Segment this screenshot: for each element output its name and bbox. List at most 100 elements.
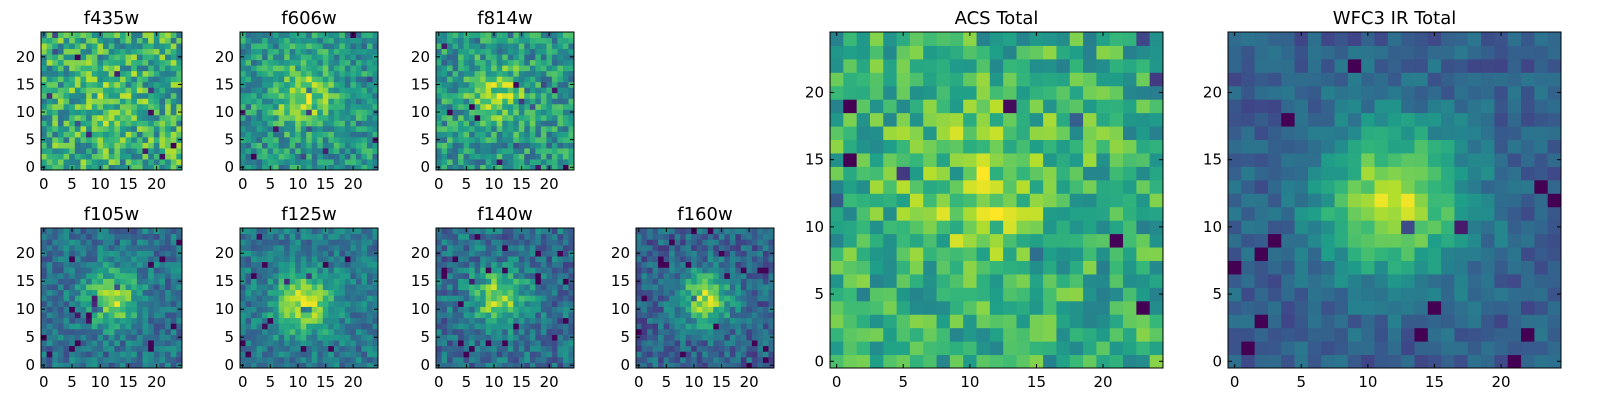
heatmap-cell — [306, 59, 313, 66]
heatmap-cell — [366, 228, 373, 235]
heatmap-cell — [713, 362, 720, 369]
heatmap-cell — [148, 278, 155, 285]
heatmap-cell — [131, 261, 138, 268]
heatmap-cell — [273, 164, 280, 171]
heatmap-cell — [159, 43, 166, 50]
heatmap-cell — [339, 356, 346, 363]
heatmap-cell — [757, 345, 764, 352]
heatmap-cell — [485, 114, 492, 121]
heatmap-cell — [524, 256, 531, 263]
heatmap-cell — [41, 59, 48, 66]
heatmap-cell — [311, 295, 318, 302]
heatmap-cell — [746, 317, 753, 324]
heatmap-cell — [361, 362, 368, 369]
heatmap-cell — [485, 289, 492, 296]
heatmap-cell — [469, 70, 476, 77]
heatmap-cell — [245, 328, 252, 335]
heatmap-cell — [159, 362, 166, 369]
heatmap-cell — [108, 244, 115, 251]
y-tick-label: 5 — [620, 328, 630, 346]
heatmap-cell — [245, 142, 252, 149]
heatmap-cell — [452, 306, 459, 313]
heatmap-cell — [551, 256, 558, 263]
heatmap-cell — [153, 323, 160, 330]
heatmap-cell — [361, 142, 368, 149]
heatmap-cell — [317, 164, 324, 171]
heatmap-cell — [480, 142, 487, 149]
heatmap-cell — [142, 114, 149, 121]
heatmap-cell — [441, 164, 448, 171]
heatmap-cell — [165, 306, 172, 313]
heatmap-cell — [170, 228, 177, 235]
heatmap-cell — [256, 340, 263, 347]
heatmap-cell — [300, 87, 307, 94]
heatmap-cell — [691, 278, 698, 285]
heatmap-cell — [469, 267, 476, 274]
heatmap-cell — [273, 153, 280, 160]
heatmap-cell — [540, 142, 547, 149]
heatmap-cell — [685, 272, 692, 279]
heatmap-cell — [251, 323, 258, 330]
heatmap-cell — [529, 54, 536, 61]
heatmap-cell — [976, 260, 991, 275]
heatmap-cell — [108, 295, 115, 302]
heatmap-cell — [896, 193, 911, 208]
heatmap-cell — [452, 300, 459, 307]
heatmap-cell — [41, 328, 48, 335]
heatmap-cell — [447, 114, 454, 121]
heatmap-cell — [496, 109, 503, 116]
heatmap-cell — [91, 153, 98, 160]
heatmap-cell — [333, 147, 340, 154]
heatmap-cell — [165, 164, 172, 171]
heatmap-cell — [350, 295, 357, 302]
heatmap-cell — [278, 114, 285, 121]
heatmap-cell — [1003, 193, 1017, 208]
heatmap-cell — [52, 54, 59, 61]
heatmap-cell — [176, 70, 183, 77]
heatmap-cell — [306, 103, 313, 110]
heatmap-cell — [267, 317, 274, 324]
heatmap-cell — [57, 317, 65, 324]
heatmap-cell — [165, 289, 172, 296]
heatmap-cell — [176, 87, 183, 94]
x-tick-label: 10 — [484, 373, 503, 391]
heatmap-cell — [46, 87, 53, 94]
heatmap-cell — [103, 54, 110, 61]
heatmap-cell — [41, 284, 48, 291]
heatmap-cell — [641, 323, 648, 330]
heatmap-cell — [125, 284, 132, 291]
heatmap-cell — [46, 323, 53, 330]
heatmap-cell — [647, 250, 654, 257]
heatmap-cell — [452, 65, 459, 72]
heatmap-cell — [909, 300, 924, 315]
heatmap-cell — [869, 179, 884, 194]
heatmap-cell — [936, 314, 951, 329]
heatmap-cell — [165, 136, 172, 143]
heatmap-cell — [289, 244, 296, 251]
heatmap-cell — [251, 317, 258, 324]
heatmap-cell — [480, 256, 487, 263]
heatmap-cell — [295, 65, 302, 72]
heatmap-cell — [317, 87, 324, 94]
heatmap-cell — [674, 261, 681, 268]
heatmap-cell — [568, 244, 575, 251]
heatmap-cell — [63, 98, 70, 105]
heatmap-cell — [1056, 314, 1071, 329]
heatmap-cell — [696, 328, 703, 335]
heatmap-cell — [108, 109, 115, 116]
heatmap-cell — [355, 306, 362, 313]
heatmap-cell — [103, 142, 110, 149]
heatmap-cell — [339, 261, 346, 268]
heatmap-cell — [751, 340, 758, 347]
heatmap-cell — [176, 114, 183, 121]
heatmap-cell — [148, 267, 155, 274]
heatmap-cell — [136, 120, 144, 127]
heatmap-cell — [63, 54, 70, 61]
heatmap-cell — [350, 87, 357, 94]
heatmap-cell — [496, 351, 503, 358]
heatmap-cell — [762, 228, 769, 235]
heatmap-cell — [142, 98, 149, 105]
heatmap-cell — [52, 328, 59, 335]
heatmap-cell — [474, 98, 481, 105]
heatmap-cell — [136, 289, 144, 296]
